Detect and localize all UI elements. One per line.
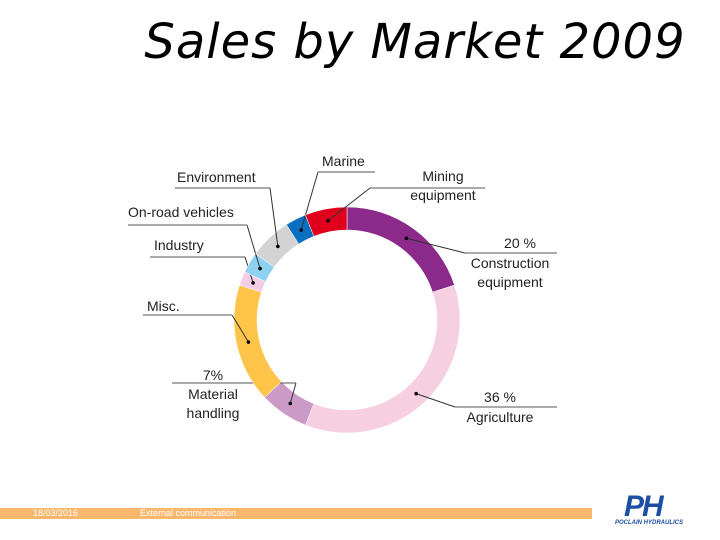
value-label: 7% (202, 367, 224, 383)
leader-line (327, 187, 371, 222)
logo: PH (624, 490, 664, 523)
footer-bar (0, 508, 592, 519)
category-label: Agriculture (466, 409, 534, 425)
chart-title: Sales by Market 2009 (144, 14, 686, 70)
leader-dot (299, 228, 303, 232)
leader-line (415, 393, 456, 408)
leader-line (246, 224, 261, 269)
leader-dot (251, 281, 255, 285)
leader-dot (326, 218, 330, 223)
leader-line (289, 382, 297, 404)
leader-dot (404, 236, 409, 241)
category-label: On-road vehicles (128, 204, 234, 220)
leader-dot (258, 266, 262, 271)
leader-line (300, 171, 319, 231)
leader-line (406, 237, 466, 254)
category-label: Material handling (186, 386, 240, 421)
company-name: POCLAIN HYDRAULICS (615, 520, 684, 526)
leader-dot (288, 401, 293, 406)
leader-line (231, 314, 249, 343)
donut-segment (233, 284, 282, 398)
category-label: Mining equipment (410, 168, 476, 203)
donut-segment (346, 206, 455, 293)
category-label: Construction equipment (470, 255, 550, 290)
value-label: 20 % (504, 235, 536, 251)
leader-dot (414, 391, 418, 396)
value-label: 36 % (484, 389, 516, 405)
footer-date: 18/03/2016 (33, 508, 79, 518)
leader-line (269, 187, 279, 247)
footer-note: External communication (140, 508, 237, 518)
category-label: Industry (154, 237, 204, 253)
donut-segment (305, 284, 461, 434)
category-label: Misc. (147, 298, 180, 314)
leader-dot (276, 244, 280, 249)
leader-dot (246, 340, 251, 344)
category-label: Environment (177, 169, 256, 185)
category-label: Marine (322, 153, 365, 169)
